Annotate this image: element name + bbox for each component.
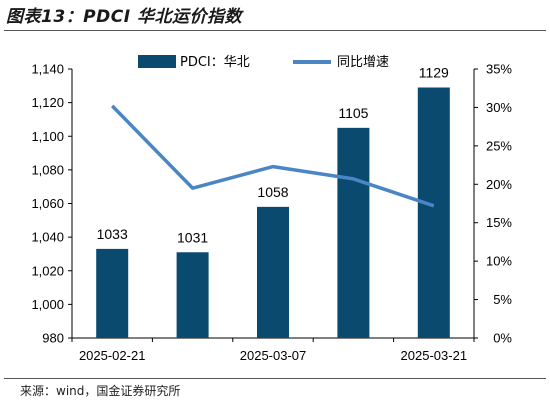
x-tick-label: 2025-02-21: [79, 348, 146, 363]
chart: 980 1,000 1,020 1,040 1,060 1,080 1,100 1,120 1,…: [31, 55, 512, 364]
y-right-tick-label: 30%: [486, 100, 512, 115]
data-label: 1033: [97, 226, 128, 242]
bar: [417, 87, 450, 339]
data-label: 1105: [338, 105, 368, 121]
y-left-tick-label: 1,100: [31, 129, 64, 144]
y-right-tick-label: 35%: [486, 62, 512, 77]
chart-title: 图表13：PDCI 华北运价指数: [6, 7, 242, 27]
y-left-tick-label: 1,020: [31, 263, 64, 278]
y-left-tick-label: 1,060: [31, 196, 64, 211]
y-right-tick-label: 25%: [486, 138, 512, 153]
line-series: [110, 104, 435, 208]
data-label: 1031: [177, 229, 208, 245]
y-left-tick-label: 1,000: [31, 297, 64, 312]
footer-divider: [4, 378, 546, 379]
y-right-tick-label: 15%: [486, 215, 512, 230]
data-label: 1058: [257, 184, 288, 200]
legend-bar-label: PDCI：华北: [180, 55, 250, 70]
axes: 980 1,000 1,020 1,040 1,060 1,080 1,100 1,120 1,…: [31, 62, 512, 364]
y-right-tick-label: 20%: [486, 177, 512, 192]
source-note: 来源：wind，国金证券研究所: [20, 384, 181, 398]
y-left-tick-label: 980: [42, 331, 64, 346]
bar-series: [96, 87, 450, 339]
legend-line-label: 同比增速: [337, 55, 389, 70]
y-right-tick-label: 5%: [493, 292, 512, 307]
bar: [96, 248, 129, 338]
y-left-tick-label: 1,080: [31, 162, 64, 177]
bar: [176, 252, 209, 338]
y-left-tick-label: 1,120: [31, 95, 64, 110]
y-left-tick-label: 1,040: [31, 230, 64, 245]
x-tick-label: 2025-03-21: [401, 348, 468, 363]
y-right-tick-label: 10%: [486, 254, 512, 269]
data-label: 1129: [419, 64, 449, 80]
y-right-tick-label: 0%: [493, 331, 512, 346]
legend: PDCI：华北 同比增速: [138, 55, 389, 70]
bar: [257, 206, 289, 338]
legend-bar-swatch: [138, 55, 176, 68]
bar: [337, 127, 370, 338]
title-divider: [4, 30, 546, 31]
y-left-tick-label: 1,140: [31, 62, 64, 77]
x-tick-label: 2025-03-07: [240, 348, 307, 363]
data-labels: 1033 1031 1058 1105 1129: [97, 64, 449, 245]
